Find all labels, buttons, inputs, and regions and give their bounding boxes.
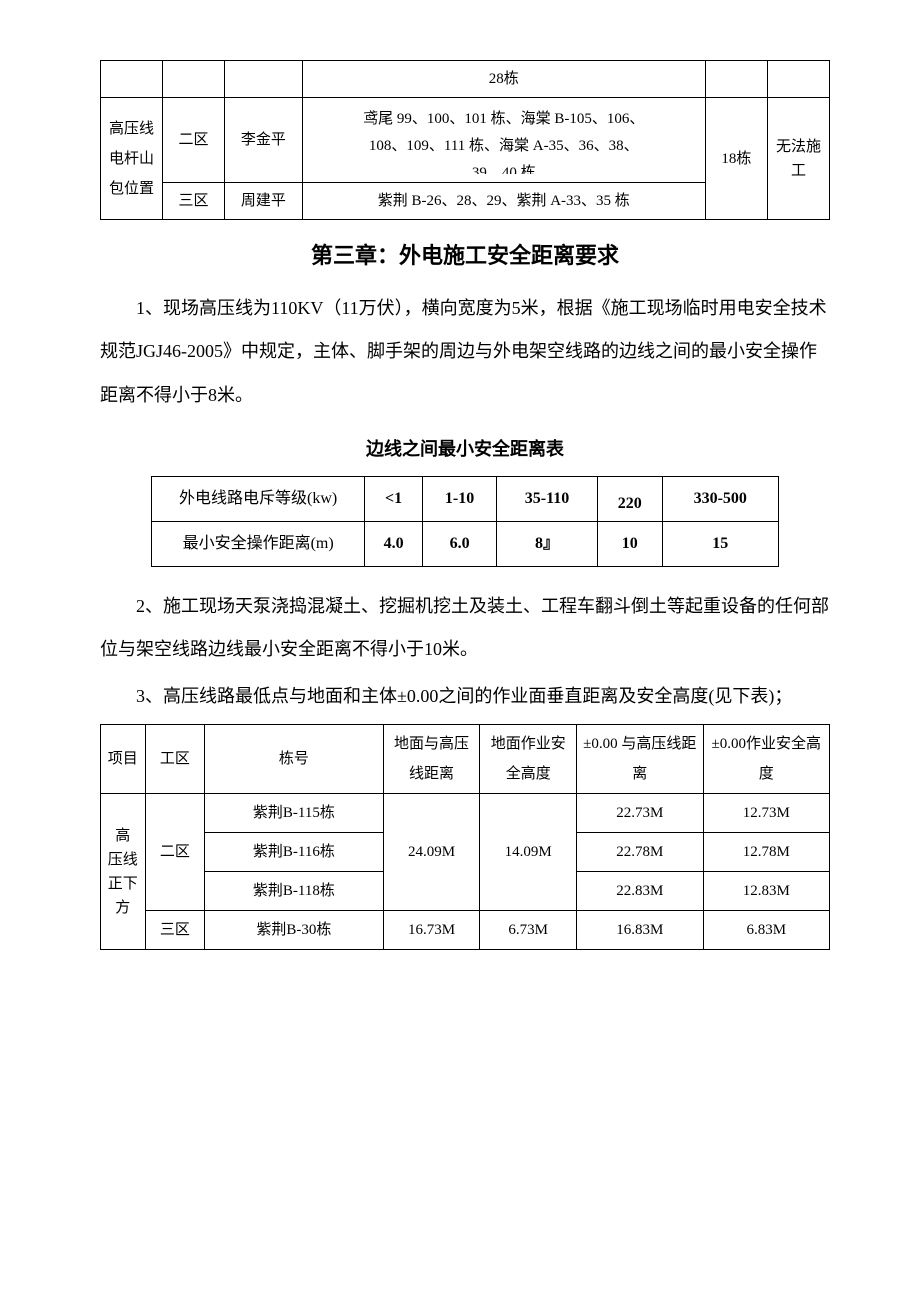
col-header: 栋号 [205, 725, 384, 794]
cell-area: 高压线电杆山包位置 [101, 98, 163, 220]
table-row: 高压线电杆山包位置 二区 李金平 鸢尾 99、100、101 栋、海棠 B-10… [101, 98, 830, 183]
value-cell: 6.73M [480, 911, 577, 950]
project-label: 高 压线 正下 方 [101, 794, 146, 950]
cell-zone: 二区 [163, 98, 225, 183]
cell-person: 周建平 [225, 183, 303, 220]
cell: 4.0 [365, 521, 423, 566]
bldg-cell: 紫荆B-30栋 [205, 911, 384, 950]
cell-desc: 紫荆 B-26、28、29、紫荆 A-33、35 栋 [302, 183, 705, 220]
bldg-cell: 紫荆B-115栋 [205, 794, 384, 833]
value-cell: 16.73M [383, 911, 480, 950]
zone-cell: 二区 [145, 794, 205, 911]
value-cell: 12.78M [703, 833, 829, 872]
bldg-cell: 紫荆B-118栋 [205, 872, 384, 911]
cell: 6.0 [423, 521, 497, 566]
paragraph: 1、现场高压线为110KV（11万伏），横向宽度为5米，根据《施工现场临时用电安… [100, 287, 830, 417]
col-header: 地面与高压线距离 [383, 725, 480, 794]
cell-desc: 鸢尾 99、100、101 栋、海棠 B-105、106、 108、109、11… [302, 98, 705, 183]
cell: 8』 [497, 521, 598, 566]
bldg-cell: 紫荆B-116栋 [205, 833, 384, 872]
value-cell: 12.73M [703, 794, 829, 833]
desc-line: 108、109、111 栋、海棠 A-35、36、38、 [307, 133, 701, 160]
cell-count: 18栋 [705, 98, 767, 220]
cell: 220 [597, 476, 662, 521]
col-header: 工区 [145, 725, 205, 794]
table-row: 三区 紫荆B-30栋 16.73M 6.73M 16.83M 6.83M [101, 911, 830, 950]
cell-zone: 三区 [163, 183, 225, 220]
col-header: ±0.00作业安全高度 [703, 725, 829, 794]
cell: 35-110 [497, 476, 598, 521]
document-page: 28栋 高压线电杆山包位置 二区 李金平 鸢尾 99、100、101 栋、海棠 … [0, 0, 920, 1302]
row-label: 最小安全操作距离(m) [152, 521, 365, 566]
height-table: 项目 工区 栋号 地面与高压线距离 地面作业安全高度 ±0.00 与高压线距离 … [100, 724, 830, 950]
value-cell: 16.83M [577, 911, 703, 950]
cell: 330-500 [662, 476, 778, 521]
cell: <1 [365, 476, 423, 521]
value-cell: 24.09M [383, 794, 480, 911]
cell: 15 [662, 521, 778, 566]
row-label: 外电线路电斥等级(kw) [152, 476, 365, 521]
table-row: 最小安全操作距离(m) 4.0 6.0 8』 10 15 [152, 521, 779, 566]
col-header: 地面作业安全高度 [480, 725, 577, 794]
safety-distance-table: 外电线路电斥等级(kw) <1 1-10 35-110 220 330-500 … [151, 476, 779, 567]
col-header: ±0.00 与高压线距离 [577, 725, 703, 794]
cell-desc: 28栋 [302, 61, 705, 98]
table-header-row: 项目 工区 栋号 地面与高压线距离 地面作业安全高度 ±0.00 与高压线距离 … [101, 725, 830, 794]
value-cell: 14.09M [480, 794, 577, 911]
cell: 1-10 [423, 476, 497, 521]
cell-status: 无法施工 [767, 98, 829, 220]
location-table: 28栋 高压线电杆山包位置 二区 李金平 鸢尾 99、100、101 栋、海棠 … [100, 60, 830, 220]
value-cell: 6.83M [703, 911, 829, 950]
zone-cell: 三区 [145, 911, 205, 950]
table-subtitle: 边线之间最小安全距离表 [100, 435, 830, 464]
table-row: 外电线路电斥等级(kw) <1 1-10 35-110 220 330-500 [152, 476, 779, 521]
value-cell: 22.83M [577, 872, 703, 911]
cell-person: 李金平 [225, 98, 303, 183]
desc-line: 39、40 栋 [307, 160, 701, 174]
table-row: 28栋 [101, 61, 830, 98]
value-cell: 22.78M [577, 833, 703, 872]
table-row: 高 压线 正下 方 二区 紫荆B-115栋 24.09M 14.09M 22.7… [101, 794, 830, 833]
section-title: 第三章：外电施工安全距离要求 [100, 238, 830, 273]
cell: 10 [597, 521, 662, 566]
value-cell: 22.73M [577, 794, 703, 833]
desc-line: 鸢尾 99、100、101 栋、海棠 B-105、106、 [307, 106, 701, 133]
col-header: 项目 [101, 725, 146, 794]
paragraph: 3、高压线路最低点与地面和主体±0.00之间的作业面垂直距离及安全高度(见下表)… [100, 675, 830, 718]
paragraph: 2、施工现场天泵浇捣混凝土、挖掘机挖土及装土、工程车翻斗倒土等起重设备的任何部位… [100, 585, 830, 671]
value-cell: 12.83M [703, 872, 829, 911]
